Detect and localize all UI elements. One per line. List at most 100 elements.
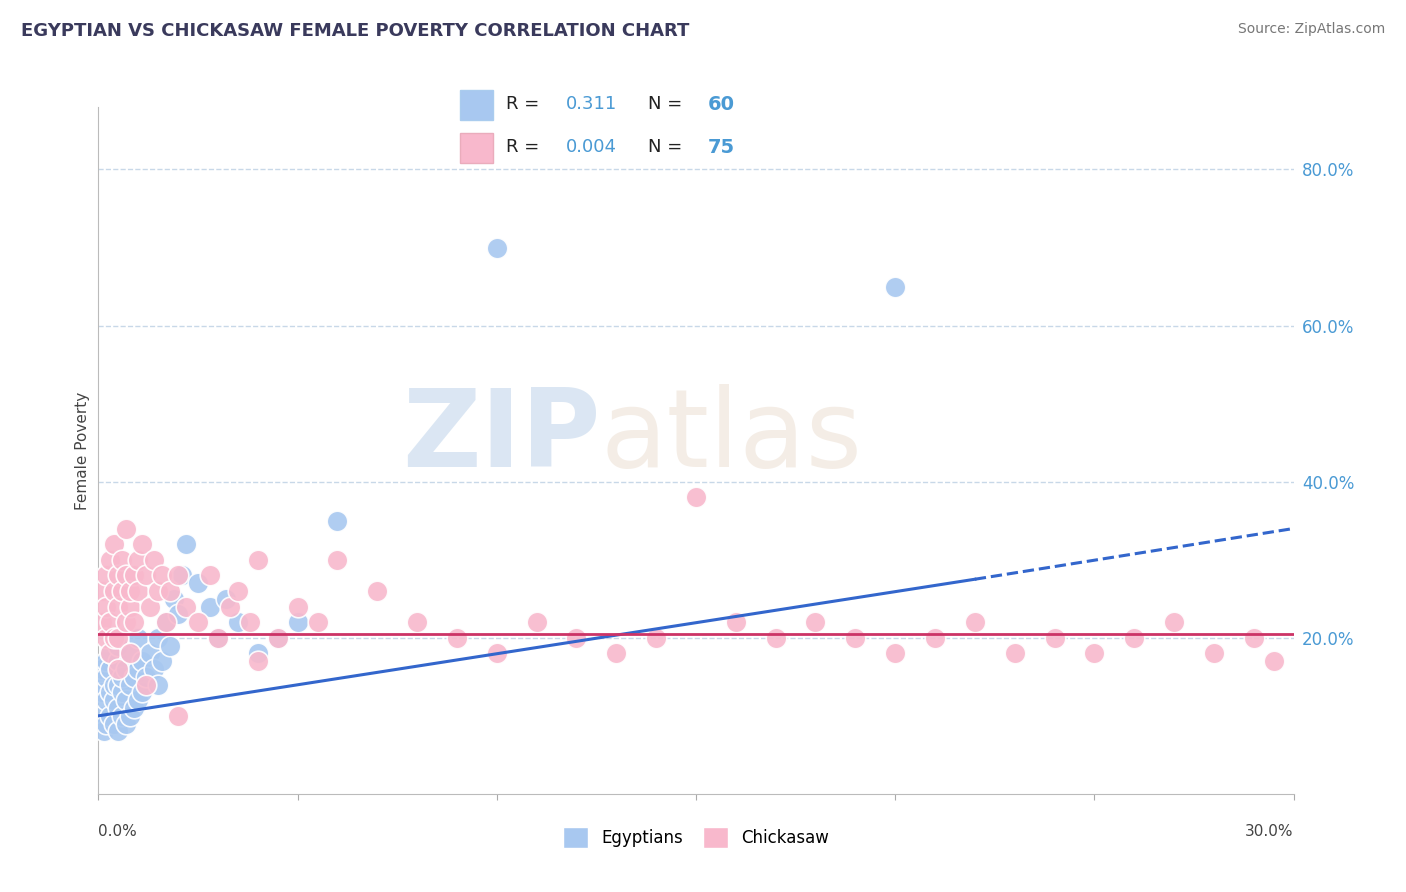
Point — [91, 662, 114, 676]
Text: EGYPTIAN VS CHICKASAW FEMALE POVERTY CORRELATION CHART: EGYPTIAN VS CHICKASAW FEMALE POVERTY COR… — [21, 22, 689, 40]
Point — [111, 583, 134, 598]
Legend: Egyptians, Chickasaw: Egyptians, Chickasaw — [557, 821, 835, 855]
Point — [406, 615, 429, 630]
Point — [148, 678, 170, 692]
Point — [884, 646, 907, 660]
Point — [131, 537, 153, 551]
Point — [172, 568, 194, 582]
Point — [96, 716, 118, 731]
Point — [98, 685, 122, 699]
Point — [485, 240, 508, 255]
Point — [159, 639, 181, 653]
Point — [246, 654, 269, 668]
Point — [107, 662, 129, 676]
Point — [1083, 646, 1105, 660]
Point — [120, 646, 142, 660]
Point — [91, 583, 114, 598]
Point — [96, 654, 118, 668]
Point — [127, 552, 149, 567]
Point — [139, 646, 162, 660]
Point — [155, 615, 177, 630]
Point — [366, 583, 388, 598]
Point — [120, 678, 142, 692]
Bar — [460, 133, 494, 162]
Point — [89, 678, 111, 692]
Point — [124, 670, 146, 684]
Point — [135, 678, 157, 692]
Point — [246, 552, 269, 567]
Text: ZIP: ZIP — [402, 384, 600, 490]
Point — [91, 685, 114, 699]
Point — [115, 521, 138, 535]
Point — [115, 693, 138, 707]
Point — [765, 631, 787, 645]
Point — [207, 631, 229, 645]
Point — [844, 631, 866, 645]
Point — [174, 537, 197, 551]
Point — [1043, 631, 1066, 645]
Point — [645, 631, 668, 645]
Point — [187, 615, 209, 630]
Point — [1004, 646, 1026, 660]
Point — [103, 678, 125, 692]
Point — [724, 615, 747, 630]
Point — [98, 646, 122, 660]
Point — [107, 701, 129, 715]
Point — [107, 631, 129, 645]
Point — [96, 670, 118, 684]
Point — [287, 615, 309, 630]
Point — [111, 552, 134, 567]
Point — [115, 662, 138, 676]
Point — [924, 631, 946, 645]
Text: N =: N = — [648, 95, 688, 113]
Point — [120, 583, 142, 598]
Point — [98, 662, 122, 676]
Text: 30.0%: 30.0% — [1246, 824, 1294, 839]
Text: 0.311: 0.311 — [565, 95, 617, 113]
Point — [96, 568, 118, 582]
Point — [131, 654, 153, 668]
Point — [124, 701, 146, 715]
Point — [267, 631, 290, 645]
Point — [107, 654, 129, 668]
Point — [215, 591, 238, 606]
Text: 75: 75 — [707, 137, 735, 157]
Point — [107, 724, 129, 739]
Point — [96, 599, 118, 614]
Point — [139, 599, 162, 614]
Point — [1202, 646, 1225, 660]
Text: 0.0%: 0.0% — [98, 824, 138, 839]
Point — [103, 583, 125, 598]
Point — [103, 716, 125, 731]
Point — [1243, 631, 1265, 645]
Point — [226, 583, 249, 598]
Point — [307, 615, 329, 630]
Point — [143, 552, 166, 567]
Point — [267, 631, 290, 645]
Point — [685, 490, 707, 504]
Point — [124, 568, 146, 582]
Point — [115, 568, 138, 582]
Point — [120, 646, 142, 660]
Point — [963, 615, 986, 630]
Point — [96, 693, 118, 707]
Point — [111, 708, 134, 723]
Point — [135, 568, 157, 582]
Point — [163, 591, 186, 606]
Point — [124, 615, 146, 630]
Point — [103, 631, 125, 645]
Point — [135, 670, 157, 684]
Point — [246, 646, 269, 660]
Point — [155, 615, 177, 630]
Point — [565, 631, 588, 645]
Point — [107, 599, 129, 614]
Point — [120, 708, 142, 723]
Point — [446, 631, 468, 645]
Point — [326, 552, 349, 567]
Point — [1123, 631, 1146, 645]
Point — [485, 646, 508, 660]
Point — [120, 599, 142, 614]
Point — [127, 662, 149, 676]
Point — [107, 568, 129, 582]
Point — [127, 631, 149, 645]
